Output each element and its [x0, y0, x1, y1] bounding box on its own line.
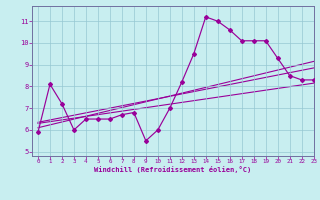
X-axis label: Windchill (Refroidissement éolien,°C): Windchill (Refroidissement éolien,°C)	[94, 166, 252, 173]
